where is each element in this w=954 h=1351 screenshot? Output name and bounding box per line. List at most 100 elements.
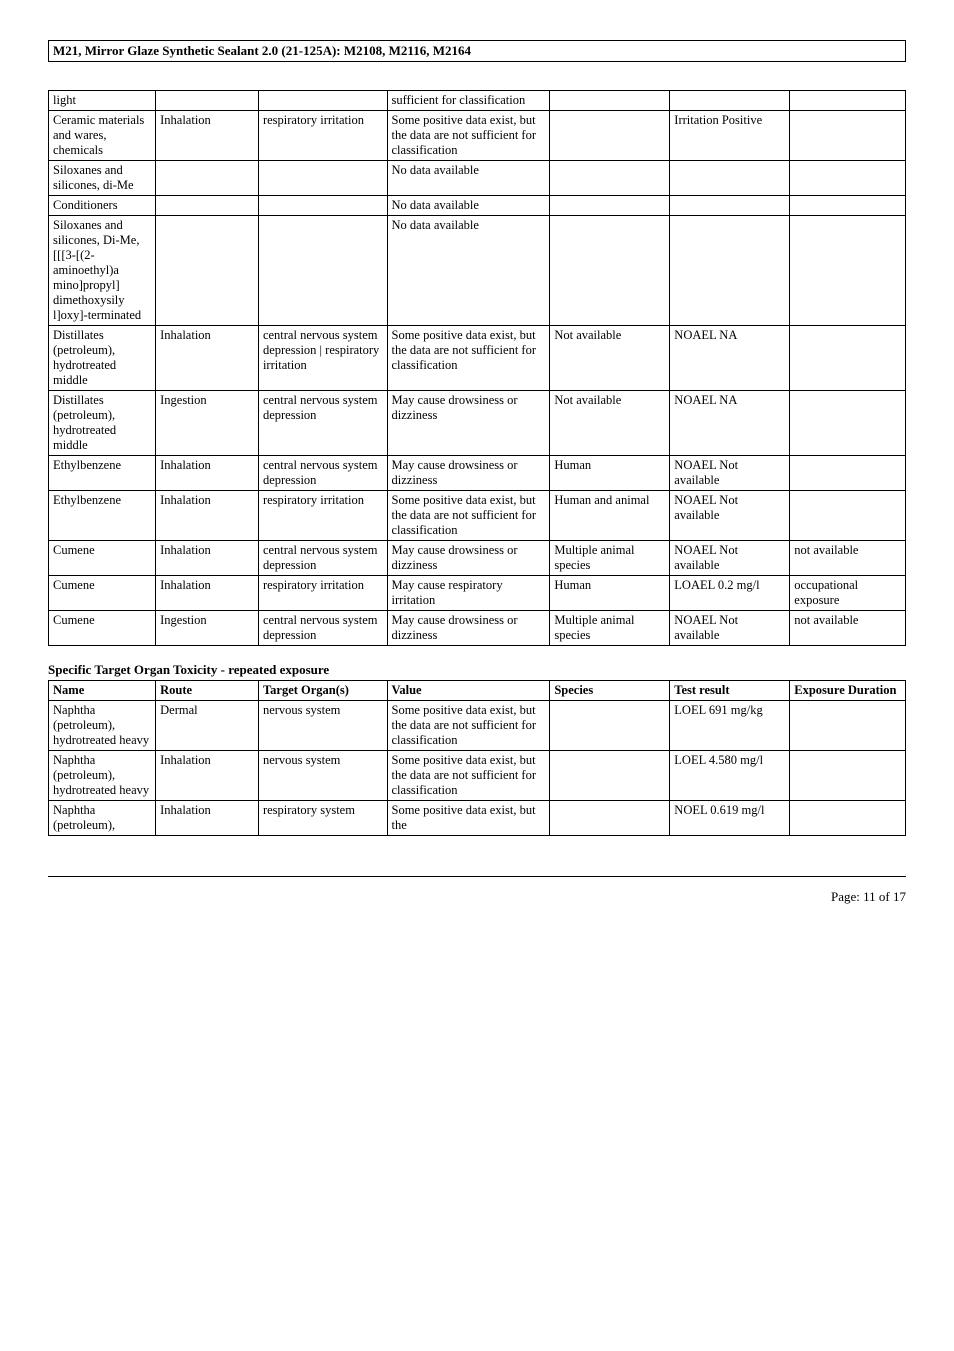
cell-species: Human (550, 456, 670, 491)
cell-expo (790, 111, 906, 161)
cell-target: nervous system (258, 751, 387, 801)
cell-expo: occupational exposure (790, 576, 906, 611)
cell-name: light (49, 91, 156, 111)
table-row: CumeneInhalationcentral nervous system d… (49, 541, 906, 576)
cell-target: central nervous system depression (258, 456, 387, 491)
col-value: Value (387, 681, 550, 701)
table-row: Distillates (petroleum), hydrotreated mi… (49, 326, 906, 391)
col-route: Route (156, 681, 259, 701)
cell-target (258, 91, 387, 111)
cell-expo (790, 216, 906, 326)
cell-target (258, 216, 387, 326)
cell-result: LOAEL 0.2 mg/l (670, 576, 790, 611)
cell-target: respiratory irritation (258, 576, 387, 611)
page-footer: Page: 11 of 17 (48, 876, 906, 905)
toxicity-table-1: lightsufficient for classificationCerami… (48, 90, 906, 646)
col-expo: Exposure Duration (790, 681, 906, 701)
cell-route: Inhalation (156, 541, 259, 576)
cell-species (550, 801, 670, 836)
cell-value: Some positive data exist, but the data a… (387, 701, 550, 751)
cell-name: Naphtha (petroleum), (49, 801, 156, 836)
cell-result: Irritation Positive (670, 111, 790, 161)
cell-result (670, 161, 790, 196)
cell-name: Naphtha (petroleum), hydrotreated heavy (49, 751, 156, 801)
cell-target: nervous system (258, 701, 387, 751)
col-name: Name (49, 681, 156, 701)
cell-value: No data available (387, 161, 550, 196)
cell-name: Conditioners (49, 196, 156, 216)
cell-result: NOAEL NA (670, 326, 790, 391)
cell-expo (790, 751, 906, 801)
cell-result (670, 196, 790, 216)
cell-route: Inhalation (156, 751, 259, 801)
table-row: ConditionersNo data available (49, 196, 906, 216)
cell-result: NOAEL Not available (670, 456, 790, 491)
table-row: Distillates (petroleum), hydrotreated mi… (49, 391, 906, 456)
table-header-row: Name Route Target Organ(s) Value Species… (49, 681, 906, 701)
cell-route: Inhalation (156, 326, 259, 391)
col-target: Target Organ(s) (258, 681, 387, 701)
cell-route: Dermal (156, 701, 259, 751)
cell-route: Ingestion (156, 391, 259, 456)
cell-value: Some positive data exist, but the (387, 801, 550, 836)
section-heading-repeated-exposure: Specific Target Organ Toxicity - repeate… (48, 662, 906, 678)
cell-name: Ceramic materials and wares, chemicals (49, 111, 156, 161)
toxicity-table-2: Name Route Target Organ(s) Value Species… (48, 680, 906, 836)
cell-target: central nervous system depression (258, 391, 387, 456)
cell-value: sufficient for classification (387, 91, 550, 111)
col-species: Species (550, 681, 670, 701)
cell-expo (790, 91, 906, 111)
cell-species: Human (550, 576, 670, 611)
cell-species (550, 701, 670, 751)
cell-result: NOAEL Not available (670, 541, 790, 576)
cell-expo: not available (790, 611, 906, 646)
cell-name: Distillates (petroleum), hydrotreated mi… (49, 326, 156, 391)
cell-result (670, 216, 790, 326)
cell-expo (790, 491, 906, 541)
cell-route: Inhalation (156, 491, 259, 541)
cell-target (258, 161, 387, 196)
table-row: Siloxanes and silicones, di-MeNo data av… (49, 161, 906, 196)
table-row: Naphtha (petroleum), hydrotreated heavyI… (49, 751, 906, 801)
cell-result: NOAEL Not available (670, 611, 790, 646)
cell-value: Some positive data exist, but the data a… (387, 751, 550, 801)
cell-species (550, 196, 670, 216)
cell-route (156, 216, 259, 326)
cell-species: Human and animal (550, 491, 670, 541)
cell-route (156, 161, 259, 196)
col-result: Test result (670, 681, 790, 701)
cell-species (550, 91, 670, 111)
cell-target: respiratory irritation (258, 111, 387, 161)
cell-target: central nervous system depression (258, 611, 387, 646)
cell-name: Distillates (petroleum), hydrotreated mi… (49, 391, 156, 456)
cell-species (550, 751, 670, 801)
cell-name: Naphtha (petroleum), hydrotreated heavy (49, 701, 156, 751)
table-row: CumeneIngestioncentral nervous system de… (49, 611, 906, 646)
cell-value: No data available (387, 216, 550, 326)
cell-name: Cumene (49, 611, 156, 646)
cell-species: Multiple animal species (550, 541, 670, 576)
table-row: Ceramic materials and wares, chemicalsIn… (49, 111, 906, 161)
cell-value: May cause respiratory irritation (387, 576, 550, 611)
cell-value: Some positive data exist, but the data a… (387, 491, 550, 541)
cell-species (550, 111, 670, 161)
cell-result: NOEL 0.619 mg/l (670, 801, 790, 836)
cell-result: NOAEL NA (670, 391, 790, 456)
cell-target: respiratory irritation (258, 491, 387, 541)
cell-expo: not available (790, 541, 906, 576)
cell-value: May cause drowsiness or dizziness (387, 391, 550, 456)
cell-species: Not available (550, 391, 670, 456)
cell-expo (790, 801, 906, 836)
cell-name: Cumene (49, 541, 156, 576)
cell-route (156, 91, 259, 111)
cell-species: Not available (550, 326, 670, 391)
cell-value: Some positive data exist, but the data a… (387, 111, 550, 161)
cell-expo (790, 196, 906, 216)
cell-species: Multiple animal species (550, 611, 670, 646)
cell-species (550, 161, 670, 196)
table-row: EthylbenzeneInhalationrespiratory irrita… (49, 491, 906, 541)
cell-expo (790, 326, 906, 391)
cell-name: Ethylbenzene (49, 456, 156, 491)
cell-species (550, 216, 670, 326)
doc-title: M21, Mirror Glaze Synthetic Sealant 2.0 … (48, 40, 906, 62)
